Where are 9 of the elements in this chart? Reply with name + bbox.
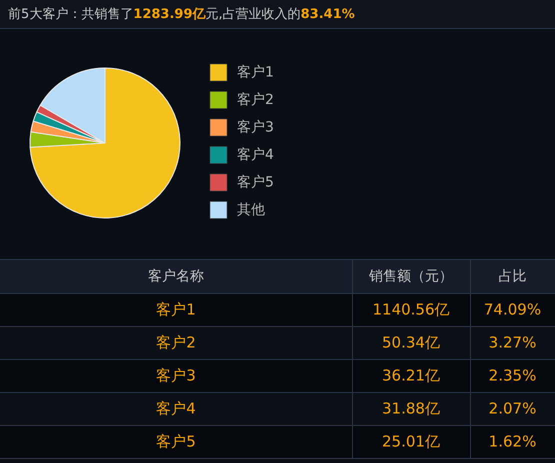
legend-label: 客户1 (237, 64, 274, 80)
legend-label: 客户2 (237, 92, 274, 108)
legend-label: 客户4 (237, 147, 274, 163)
legend-label: 客户5 (237, 174, 274, 190)
legend-label: 客户3 (237, 120, 274, 136)
title-bar: 前5大客户：共销售了1283.99亿元,占营业收入的83.41% (0, 0, 555, 29)
chart-title: 前5大客户：共销售了1283.99亿元,占营业收入的83.41% (8, 6, 355, 22)
table: 客户名称 销售额（元） 占比 客户1 1140.56亿 74.09% 客户2 50.34亿 3.27% 客户3 36.21亿 2.35% 客户4 31.88亿 2.07% 客户5 25.01亿 1.62% (0, 259, 555, 459)
legend-label: 其他 (237, 202, 265, 218)
